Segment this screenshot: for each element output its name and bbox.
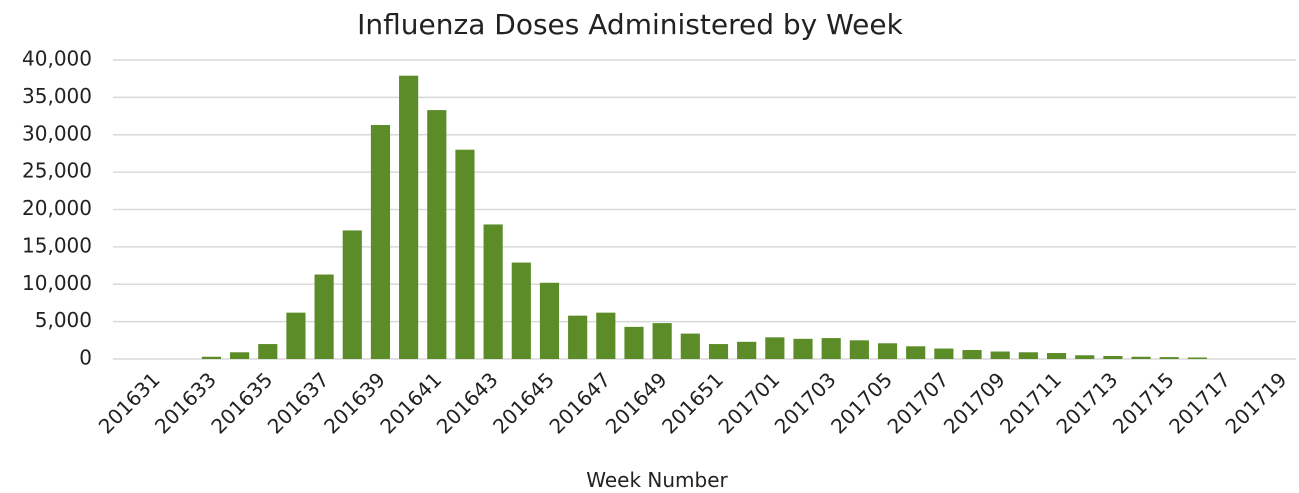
bar	[708, 344, 729, 359]
bar	[399, 75, 419, 359]
bar	[568, 315, 588, 359]
x-tick-label: 201643	[432, 368, 503, 439]
bar	[1131, 356, 1151, 359]
x-tick-label: 201701	[713, 368, 784, 439]
x-tick-label: 201649	[601, 368, 672, 439]
x-tick-label: 201707	[882, 368, 953, 439]
y-tick-label: 20,000	[22, 196, 92, 220]
bar	[1046, 353, 1067, 359]
bar	[680, 333, 700, 359]
bar	[793, 338, 813, 359]
bar	[737, 341, 757, 359]
y-tick-label: 0	[79, 346, 92, 370]
bar	[314, 274, 334, 359]
bar	[370, 125, 391, 359]
x-tick-label: 201639	[319, 368, 390, 439]
y-tick-label: 25,000	[22, 159, 92, 183]
bar	[201, 356, 222, 359]
bar	[821, 338, 841, 359]
bar	[342, 230, 362, 359]
x-tick-label: 201715	[1108, 368, 1179, 439]
bar	[962, 350, 982, 359]
bar	[934, 348, 954, 359]
bar	[511, 262, 531, 359]
bar	[539, 282, 560, 359]
bar	[1159, 357, 1179, 359]
x-tick-label: 201709	[939, 368, 1010, 439]
bar	[990, 351, 1010, 359]
x-tick-label: 201631	[94, 368, 165, 439]
y-tick-label: 15,000	[22, 233, 92, 257]
x-tick-label: 201711	[995, 368, 1066, 439]
bar	[596, 312, 616, 359]
bar	[906, 346, 926, 359]
bar	[624, 326, 644, 359]
y-tick-label: 35,000	[22, 84, 92, 108]
x-tick-label: 201703	[770, 368, 841, 439]
x-tick-label: 201717	[1164, 368, 1235, 439]
x-tick-label: 201641	[375, 368, 446, 439]
x-tick-label: 201637	[263, 368, 334, 439]
y-tick-label: 5,000	[35, 308, 92, 332]
chart-title: Influenza Doses Administered by Week	[357, 8, 903, 41]
bar	[1187, 357, 1207, 359]
x-tick-label: 201635	[206, 368, 277, 439]
bar	[849, 340, 869, 359]
bar	[765, 337, 785, 359]
y-tick-label: 40,000	[22, 47, 92, 71]
y-tick-label: 30,000	[22, 121, 92, 145]
x-tick-label: 201719	[1220, 368, 1291, 439]
bar	[258, 344, 278, 359]
bar	[483, 224, 503, 359]
x-tick-label: 201713	[1051, 368, 1122, 439]
bar	[1075, 355, 1095, 359]
x-axis-label: Week Number	[586, 468, 728, 492]
x-tick-label: 201705	[826, 368, 897, 439]
x-tick-label: 201645	[488, 368, 559, 439]
bar	[230, 352, 250, 359]
x-tick-label: 201633	[150, 368, 221, 439]
bar	[455, 149, 475, 359]
bar	[877, 343, 898, 359]
x-tick-label: 201651	[657, 368, 728, 439]
bar	[1103, 356, 1123, 359]
y-tick-label: 10,000	[22, 271, 92, 295]
bar	[286, 312, 306, 359]
bar	[1018, 352, 1038, 359]
x-tick-label: 201647	[544, 368, 615, 439]
bar	[427, 110, 447, 360]
bar	[652, 323, 672, 359]
